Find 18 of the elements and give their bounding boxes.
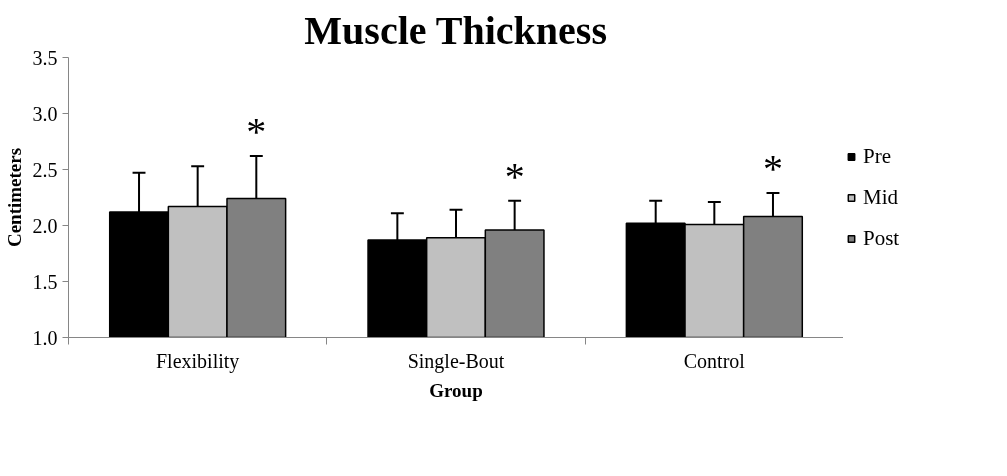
- y-tick-label: 2.5: [32, 158, 58, 181]
- chart-title: Muscle Thickness: [304, 7, 607, 53]
- legend-label: Mid: [863, 184, 899, 210]
- x-axis-title: Group: [429, 379, 483, 401]
- y-tick-label: 3.5: [32, 46, 58, 69]
- y-tick-label: 1.5: [32, 270, 58, 293]
- annotation: *: [246, 109, 267, 155]
- y-tick-label: 2.0: [32, 214, 58, 237]
- y-axis-title: Centimeters: [3, 147, 25, 248]
- x-tick-label: Flexibility: [156, 349, 240, 373]
- legend-label: Post: [863, 225, 900, 251]
- y-tick-label: 3.0: [32, 102, 58, 125]
- y-tick-label: 1.0: [32, 326, 58, 349]
- x-tick-label: Single-Bout: [407, 349, 505, 373]
- annotation: *: [762, 146, 783, 192]
- legend-label: Pre: [863, 143, 891, 169]
- annotation: *: [504, 153, 525, 199]
- x-tick-label: Control: [683, 349, 746, 372]
